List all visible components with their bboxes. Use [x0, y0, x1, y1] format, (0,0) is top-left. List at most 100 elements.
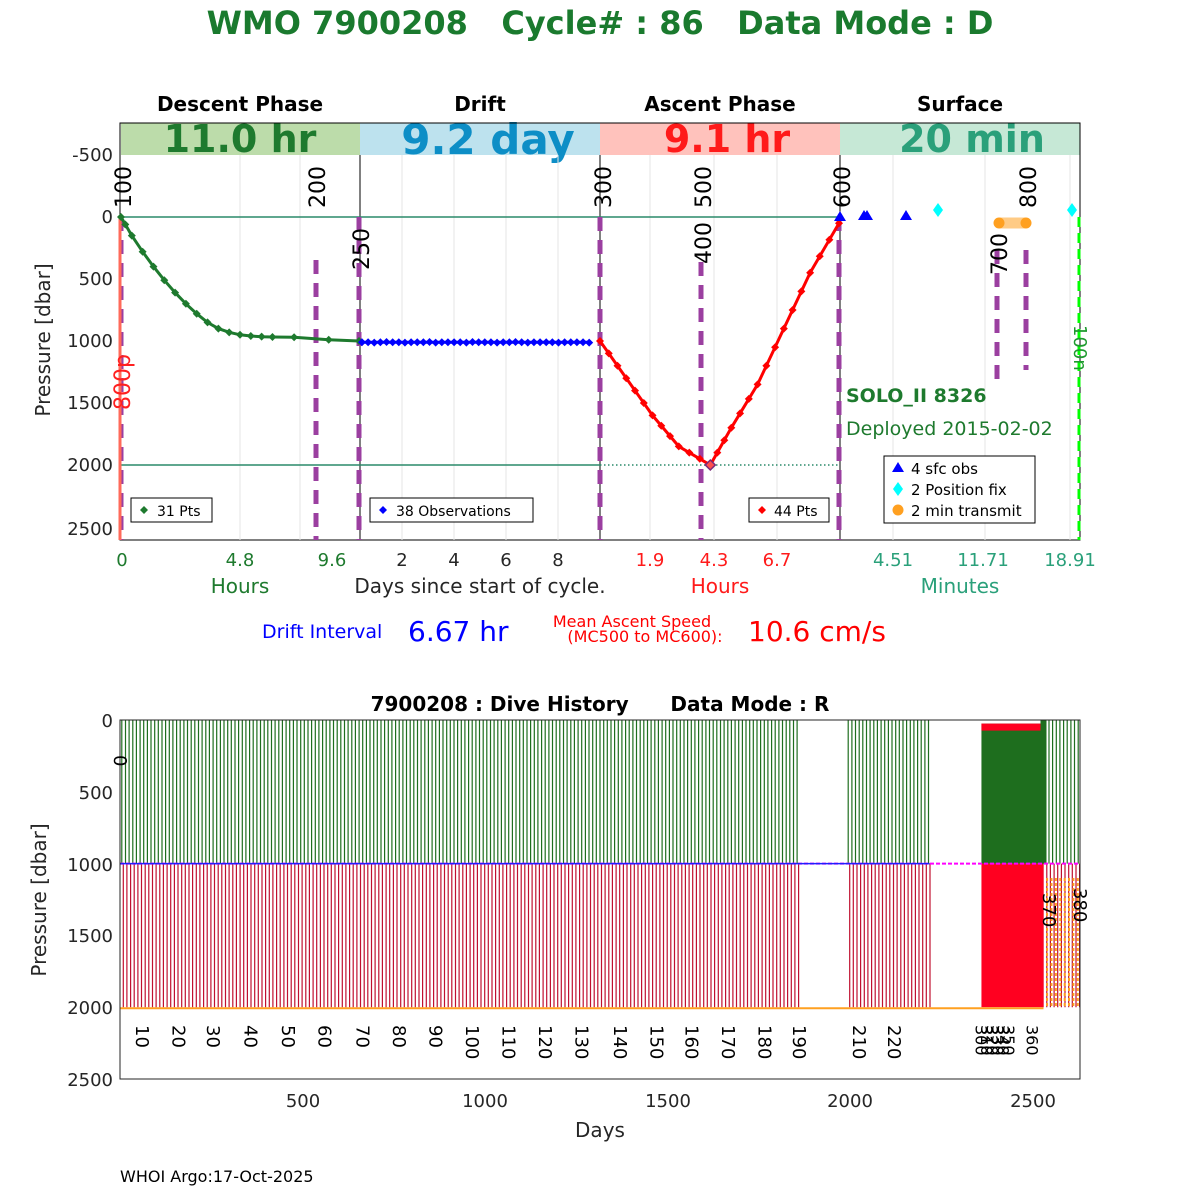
- ascent-point: [753, 380, 762, 389]
- drift-point: [548, 338, 557, 347]
- cycle-label: 360: [1023, 1025, 1042, 1056]
- mc-label: 700: [988, 233, 1013, 275]
- drift-point: [376, 338, 385, 347]
- mission-code-labels: 100 200 250 300 400 500 600 700 800: [112, 166, 1042, 275]
- top-ytick: 0: [102, 207, 113, 228]
- cycle-label: 150: [646, 1025, 667, 1059]
- ascent-point: [779, 324, 788, 333]
- history-y-ticks: 0 500 1000 1500 2000 2500: [67, 711, 113, 1091]
- ascent-duration: 9.1 hr: [664, 117, 791, 161]
- surface-legend: 4 sfc obs 2 Position fix 2 min transmit: [883, 455, 1036, 524]
- cycle-label: 170: [717, 1025, 738, 1059]
- dense-descent-block: [981, 863, 1044, 1008]
- phase-name-ascent: Ascent Phase: [644, 92, 795, 116]
- drift-point: [357, 338, 366, 347]
- sfc-obs-marker: [861, 210, 873, 220]
- ascent-point: [639, 399, 648, 407]
- drift-point: [407, 338, 416, 347]
- drift-point: [394, 338, 403, 347]
- ascent-point: [806, 268, 815, 277]
- cycle-label: 100: [461, 1025, 482, 1059]
- ascent-point: [720, 436, 729, 445]
- descent-point: [257, 332, 266, 341]
- p800-annotation: 800p: [111, 354, 136, 410]
- drift-duration: 9.2 day: [401, 115, 575, 164]
- ascent-x-label: Hours: [691, 574, 750, 598]
- descent-point: [171, 288, 180, 297]
- ascent-bottom-point: [704, 458, 717, 472]
- ascent-series: [596, 219, 843, 472]
- drift-point: [560, 338, 569, 347]
- drift-point: [456, 338, 465, 347]
- top-ytick: 1500: [67, 393, 113, 414]
- descent-legend: 31 Pts: [130, 497, 213, 523]
- history-ytick: 1000: [67, 855, 113, 876]
- history-xtick: 2000: [827, 1091, 873, 1112]
- figure-title: WMO 7900208 Cycle# : 86 Data Mode : D: [207, 4, 994, 42]
- cycle-label: 320: [982, 1025, 1001, 1056]
- drift-point: [419, 338, 428, 347]
- descent-point: [127, 231, 136, 240]
- descent-point: [181, 299, 190, 308]
- drift-point: [382, 337, 391, 346]
- cycle-label: 30: [202, 1025, 223, 1048]
- mc-label: 250: [350, 228, 375, 270]
- drift-point: [364, 338, 373, 347]
- cycle-label: 310: [977, 1025, 996, 1056]
- descent-point: [138, 247, 147, 256]
- ascent-xtick: 1.9: [636, 550, 665, 571]
- drift-point: [536, 338, 545, 347]
- drift-point: [425, 337, 434, 346]
- top-ytick: 500: [79, 269, 113, 290]
- descent-point: [192, 309, 201, 318]
- surface-legend-label: 2 min transmit: [911, 502, 1022, 520]
- drift-point: [413, 338, 422, 347]
- cycle-label: 60: [313, 1025, 334, 1048]
- top-y-ticks: -500 0 500 1000 1500 2000 2500: [67, 145, 113, 540]
- drift-point: [529, 338, 538, 347]
- history-ytick: 2500: [67, 1070, 113, 1091]
- ascent-stats: Drift Interval 6.67 hr Mean Ascent Speed…: [262, 612, 886, 648]
- cycle-label: 160: [680, 1025, 701, 1059]
- history-xtick: 1000: [462, 1091, 508, 1112]
- transmit-marker: [1020, 217, 1032, 229]
- surface-markers: [834, 203, 1077, 229]
- dive-history-chart: 7900208 : Dive History Data Mode : R Pre…: [27, 692, 1090, 1142]
- cycle-label: 10: [131, 1025, 152, 1048]
- ascent-xtick: 6.7: [763, 550, 792, 571]
- drift-point: [437, 338, 446, 347]
- drift-point: [474, 338, 483, 347]
- descent-point: [203, 318, 212, 327]
- drift-duration-band: [360, 123, 600, 155]
- ascent-point: [674, 442, 683, 451]
- drift-series: [357, 337, 594, 347]
- history-ytick: 2000: [67, 998, 113, 1019]
- drift-point: [517, 338, 526, 347]
- mc-label: 100: [112, 166, 137, 208]
- drift-xtick: 2: [396, 550, 407, 571]
- descent-point: [236, 330, 244, 339]
- drift-point: [468, 337, 477, 346]
- drift-point: [585, 338, 594, 347]
- ascent-point: [648, 411, 657, 420]
- ascent-point: [685, 448, 694, 457]
- history-x-axis-label: Days: [575, 1118, 625, 1142]
- ascent-point: [657, 421, 666, 430]
- phase-profile-chart: Descent Phase Drift Ascent Phase Surface…: [31, 92, 1096, 648]
- drift-xtick: 4: [448, 550, 459, 571]
- ascent-duration-band: [600, 123, 840, 155]
- surface-legend-label: 4 sfc obs: [911, 460, 978, 478]
- ascent-speed-value: 10.6 cm/s: [748, 615, 886, 648]
- cycle-label: 90: [425, 1025, 446, 1048]
- cycle-label: 120: [534, 1025, 555, 1059]
- descent-point: [246, 332, 255, 341]
- descent-legend-label: 31 Pts: [157, 504, 201, 520]
- descent-point: [214, 324, 223, 333]
- descent-point: [149, 262, 158, 271]
- history-ytick: 500: [79, 783, 113, 804]
- ascent-point: [613, 361, 622, 370]
- surface-x-label: Minutes: [921, 574, 1000, 598]
- drift-point: [450, 338, 459, 347]
- drift-xtick: 8: [552, 550, 563, 571]
- ascent-point: [771, 343, 780, 352]
